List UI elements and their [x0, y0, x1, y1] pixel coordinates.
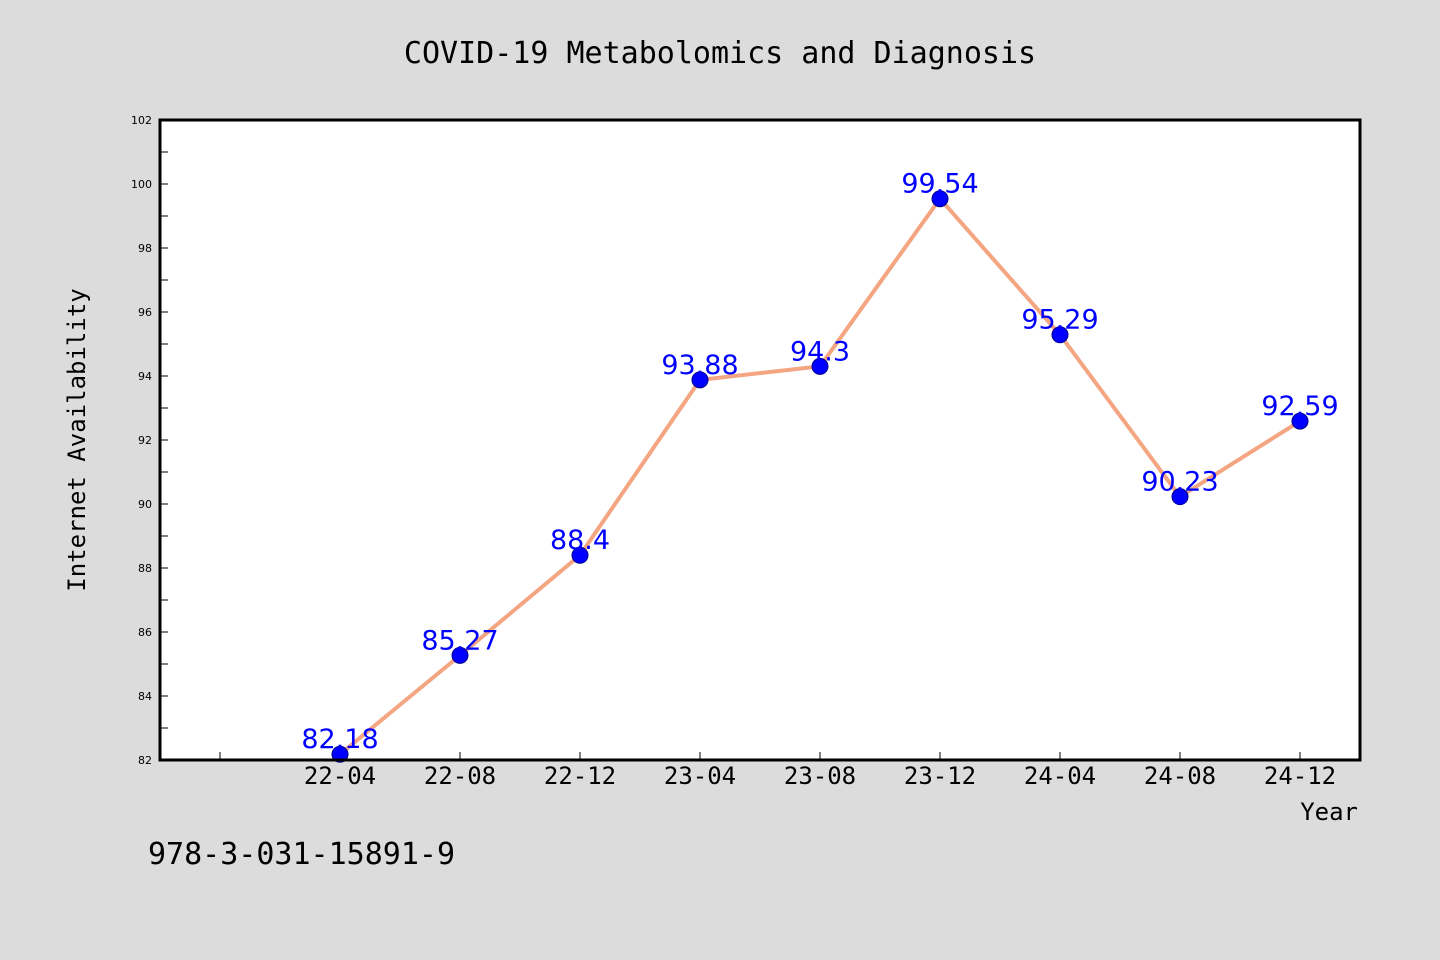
y-tick-label: 100 — [131, 178, 152, 191]
y-tick-label: 92 — [138, 434, 152, 447]
x-axis-ticks: 22-04 22-08 22-12 23-04 23-08 23-12 24-04 24-08… — [219, 752, 1336, 790]
data-point — [811, 357, 829, 375]
data-point — [1051, 326, 1069, 344]
y-tick-label: 88 — [138, 562, 152, 575]
data-label: 90.23 — [1141, 467, 1218, 498]
data-point — [691, 371, 709, 389]
data-point — [1171, 488, 1189, 506]
data-point — [571, 546, 589, 564]
data-label: 93.88 — [661, 350, 738, 381]
data-label: 94.3 — [790, 336, 850, 367]
x-tick-label: 23-08 — [784, 762, 856, 790]
y-tick-label: 98 — [138, 242, 152, 255]
plot-area — [160, 120, 1360, 760]
x-tick-label: 22-04 — [304, 762, 376, 790]
y-axis-ticks: 82 84 86 88 90 92 94 96 98 100 102 — [131, 114, 168, 767]
y-tick-label: 102 — [131, 114, 152, 127]
data-label: 85.27 — [421, 625, 498, 656]
y-tick-label: 90 — [138, 498, 152, 511]
y-axis-label: Internet Availability — [63, 288, 91, 591]
series-layer: 82.18 85.27 88.4 93.88 94.3 99.54 95.29 90.23 92… — [301, 169, 1339, 763]
y-tick-label: 82 — [138, 754, 152, 767]
x-tick-label: 24-12 — [1264, 762, 1336, 790]
x-tick-label: 24-08 — [1144, 762, 1216, 790]
x-axis-label: Year — [1300, 798, 1358, 826]
y-tick-label: 84 — [138, 690, 152, 703]
x-tick-label: 24-04 — [1024, 762, 1096, 790]
data-label: 88.4 — [550, 525, 610, 556]
chart-title: COVID-19 Metabolomics and Diagnosis — [404, 36, 1036, 71]
data-label: 82.18 — [301, 724, 378, 755]
x-tick-label: 23-12 — [904, 762, 976, 790]
data-label: 95.29 — [1021, 305, 1098, 336]
plot-frame — [158, 118, 1362, 762]
data-point — [331, 745, 349, 763]
x-tick-label: 22-08 — [424, 762, 496, 790]
x-tick-label: 23-04 — [664, 762, 736, 790]
data-label: 92.59 — [1261, 391, 1338, 422]
y-tick-label: 96 — [138, 306, 152, 319]
data-point — [931, 190, 949, 208]
data-point — [1291, 412, 1309, 430]
data-label: 99.54 — [901, 169, 978, 200]
y-tick-label: 86 — [138, 626, 152, 639]
data-point — [451, 646, 469, 664]
y-tick-label: 94 — [138, 370, 152, 383]
x-tick-label: 22-12 — [544, 762, 616, 790]
footnote-isbn: 978-3-031-15891-9 — [148, 837, 455, 872]
